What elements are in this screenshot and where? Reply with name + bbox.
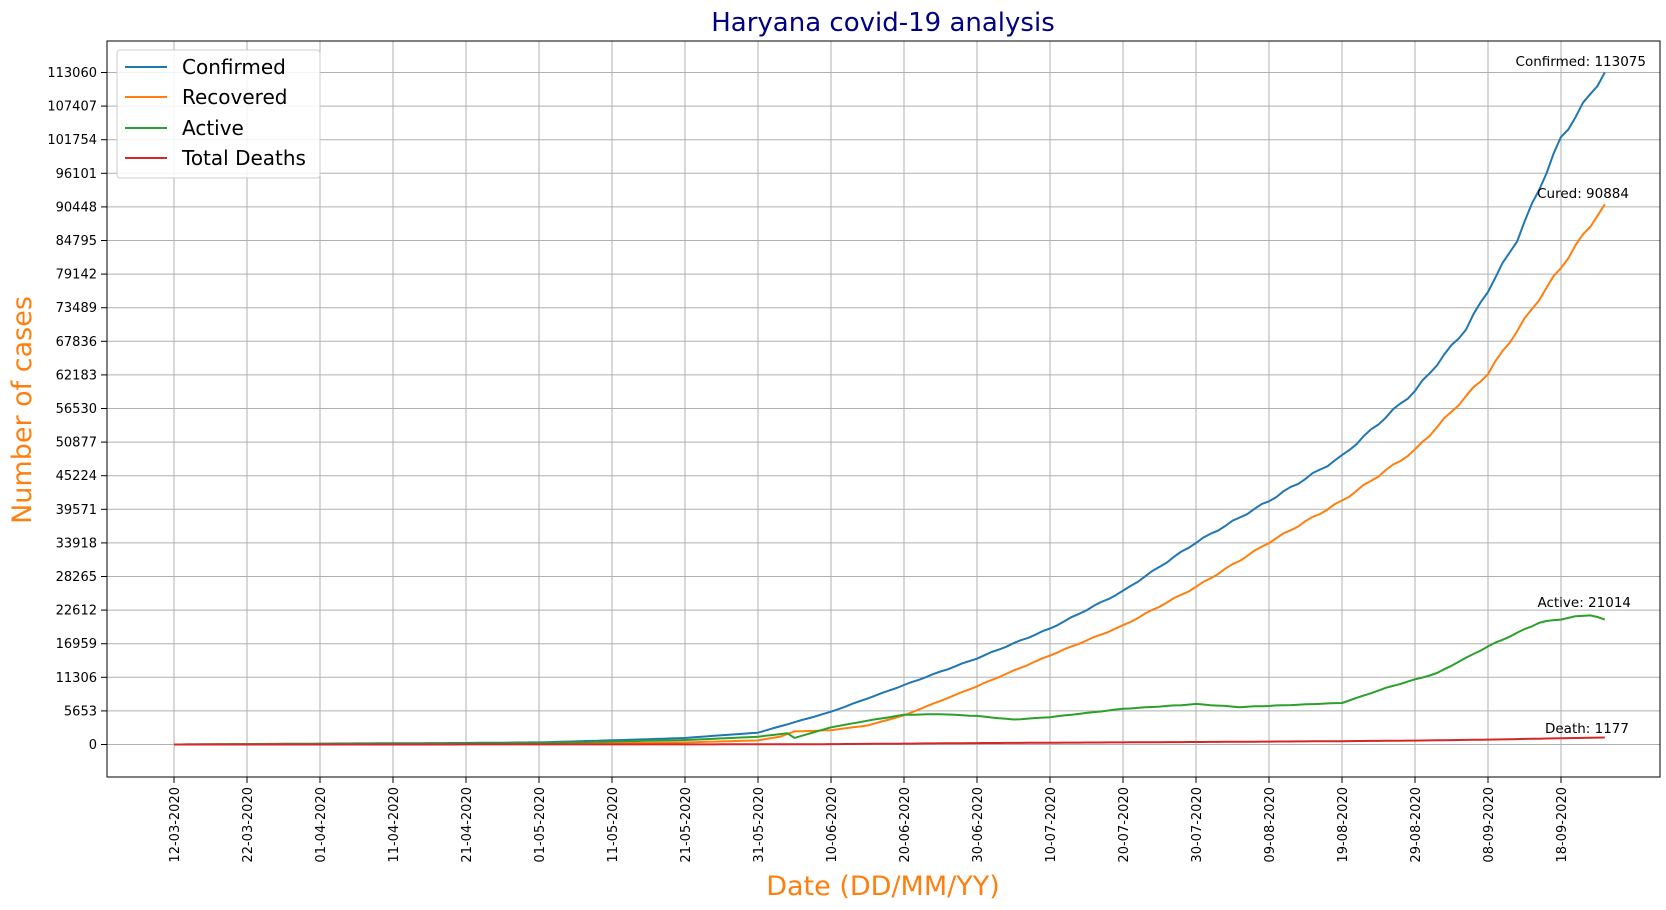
annotation-recovered: Cured: 90884 [1537, 186, 1629, 202]
annotation-confirmed: Confirmed: 113075 [1516, 54, 1646, 70]
x-tick-label: 30-06-2020 [971, 787, 986, 863]
y-tick-label: 22612 [56, 604, 97, 619]
x-tick-label: 31-05-2020 [752, 787, 767, 863]
series-lines [174, 71, 1606, 746]
annotation-total-deaths: Death: 1177 [1545, 721, 1629, 737]
x-tick-label: 29-08-2020 [1409, 787, 1424, 863]
y-tick-label: 101754 [47, 133, 97, 148]
legend-box [116, 49, 321, 179]
x-tick-label: 01-05-2020 [533, 787, 548, 863]
y-tick-label: 39571 [56, 503, 97, 518]
y-tick-label: 79142 [56, 268, 97, 283]
y-tick-label: 5653 [64, 704, 97, 719]
y-tick-label: 84795 [56, 234, 97, 249]
y-tick-label: 0 [89, 738, 97, 753]
annotation-active: Active: 21014 [1537, 595, 1631, 611]
y-tick-label: 16959 [56, 637, 97, 652]
y-tick-label: 67836 [56, 335, 97, 350]
grid [107, 41, 1660, 777]
series-line-total-deaths [174, 736, 1605, 746]
legend-label-recovered: Recovered [182, 85, 287, 109]
x-tick-label: 10-07-2020 [1044, 787, 1059, 863]
x-axis: 12-03-2020 22-03-2020 01-04-2020 11-04-2020… [168, 777, 1570, 863]
x-tick-label: 11-05-2020 [606, 787, 621, 863]
legend-label-confirmed: Confirmed [182, 55, 286, 79]
series-line-active [174, 614, 1606, 746]
x-tick-label: 22-03-2020 [241, 787, 256, 863]
legend: Confirmed Recovered Active Total Deaths [116, 49, 321, 179]
x-tick-label: 20-06-2020 [898, 787, 913, 863]
x-tick-label: 01-04-2020 [314, 787, 329, 863]
y-tick-label: 113060 [47, 66, 97, 81]
y-tick-label: 33918 [56, 536, 97, 551]
x-tick-label: 19-08-2020 [1336, 787, 1351, 863]
series-line-recovered [174, 203, 1606, 746]
x-tick-label: 21-05-2020 [679, 787, 694, 863]
x-tick-label: 10-06-2020 [825, 787, 840, 863]
x-tick-label: 20-07-2020 [1117, 787, 1132, 863]
x-tick-label: 12-03-2020 [168, 787, 183, 863]
y-tick-label: 28265 [56, 570, 97, 585]
x-axis-title: Date (DD/MM/YY) [766, 871, 1000, 902]
x-tick-label: 30-07-2020 [1190, 787, 1205, 863]
y-axis: 0 5653 11306 16959 22612 28265 33918 39571 45224… [47, 66, 107, 753]
y-axis-title: Number of cases [7, 296, 38, 524]
x-tick-label: 21-04-2020 [460, 787, 475, 863]
x-tick-label: 08-09-2020 [1482, 787, 1497, 863]
chart-title: Haryana covid-19 analysis [711, 8, 1054, 38]
y-tick-label: 50877 [56, 436, 97, 451]
y-tick-label: 62183 [56, 368, 97, 383]
y-tick-label: 11306 [56, 671, 97, 686]
y-tick-label: 56530 [56, 402, 97, 417]
x-tick-label: 18-09-2020 [1555, 787, 1570, 863]
annotations: Confirmed: 113075 Cured: 90884 Active: 210… [1516, 54, 1646, 737]
x-tick-label: 11-04-2020 [387, 787, 402, 863]
y-tick-label: 90448 [56, 200, 97, 215]
legend-label-total-deaths: Total Deaths [181, 146, 306, 170]
y-tick-label: 107407 [47, 100, 97, 115]
x-tick-label: 09-08-2020 [1263, 787, 1278, 863]
y-tick-label: 45224 [56, 469, 97, 484]
y-tick-label: 96101 [56, 167, 97, 182]
y-tick-label: 73489 [56, 301, 97, 316]
legend-label-active: Active [182, 116, 244, 140]
